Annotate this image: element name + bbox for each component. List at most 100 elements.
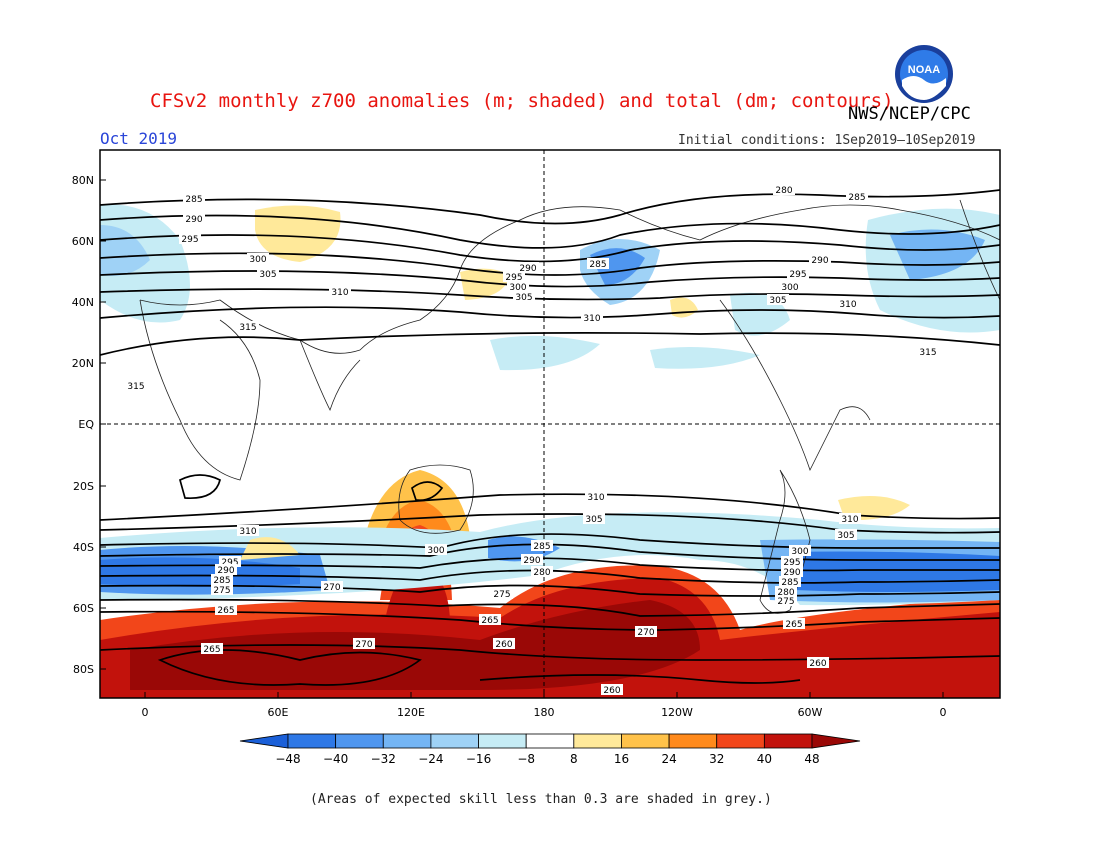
colorbar-label: −8 [517,752,535,766]
svg-text:285: 285 [533,542,550,552]
contour-label: 270 [353,638,375,650]
svg-text:280: 280 [775,186,792,196]
longitude-label: 180 [534,706,555,719]
contour-label: 295 [219,556,241,568]
latitude-label: 40S [73,541,94,554]
colorbar-label: −40 [323,752,348,766]
svg-text:315: 315 [127,382,144,392]
contour-label: 305 [583,513,605,525]
svg-text:315: 315 [239,323,256,333]
contour-label: 310 [839,513,861,525]
colorbar-label: −48 [275,752,300,766]
svg-text:310: 310 [239,527,256,537]
colorbar-swatch [478,733,527,749]
colorbar-label: 24 [661,752,676,766]
svg-text:290: 290 [519,264,536,274]
contour-label: 295 [503,271,525,283]
longitude-label: 60E [268,706,289,719]
longitude-label: 0 [142,706,149,719]
svg-text:305: 305 [837,531,854,541]
colorbar-swatch [668,733,718,749]
contour-label: 295 [179,233,201,245]
svg-text:260: 260 [603,686,620,696]
contour-label: 275 [491,588,513,600]
colorbar-swatch [716,733,765,749]
agency-label: NWS/NCEP/CPC [848,104,971,124]
latitude-label: 80N [72,174,94,187]
contour-label: 290 [781,566,803,578]
contour-label: 310 [585,491,607,503]
contour-label: 280 [775,586,797,598]
latitude-ticks: 80N 60N 40N 20N EQ 20S 40S 60S 80S [72,174,106,676]
contour-label: 310 [329,286,351,298]
svg-text:295: 295 [505,273,522,283]
contour-label: 285 [846,191,868,203]
svg-text:260: 260 [495,640,512,650]
contour-label: 305 [767,294,789,306]
contour-label: 290 [183,213,205,225]
contour-label: 290 [809,254,831,266]
logo-text: NOAA [908,64,940,76]
longitude-label: 120W [661,706,693,719]
colorbar-swatch [287,733,337,749]
contour-label: 265 [783,618,805,630]
svg-text:295: 295 [789,270,806,280]
contour-label: 305 [835,529,857,541]
colorbar-swatch [335,733,384,749]
svg-text:300: 300 [791,547,808,557]
contour-label: 270 [635,626,657,638]
contour-label: 290 [521,554,543,566]
longitude-label: 0 [940,706,947,719]
colorbar-swatch [382,733,432,749]
svg-text:310: 310 [331,288,348,298]
svg-text:305: 305 [515,293,532,303]
svg-text:295: 295 [221,558,238,568]
svg-text:290: 290 [783,568,800,578]
latitude-label: 60N [72,235,94,248]
colorbar-label: 16 [614,752,629,766]
svg-text:285: 285 [185,195,202,205]
contour-label: 300 [789,545,811,557]
colorbar-label: 40 [757,752,772,766]
contour-label: 285 [531,540,553,552]
colorbar-swatch [763,733,813,749]
contour-label: 300 [779,281,801,293]
noaa-logo-icon: NOAA [895,45,953,103]
svg-text:285: 285 [589,260,606,270]
svg-text:275: 275 [777,597,794,607]
contour-label: 300 [507,281,529,293]
svg-text:305: 305 [769,296,786,306]
latitude-label: 20N [72,357,94,370]
svg-text:310: 310 [841,515,858,525]
contour-label: 310 [581,312,603,324]
svg-text:315: 315 [919,348,936,358]
contour-label: 305 [513,291,535,303]
contour-label: 310 [837,298,859,310]
forecast-month: Oct 2019 [100,129,178,148]
colorbar-swatch [525,733,575,749]
svg-text:290: 290 [217,566,234,576]
contour-label: 315 [917,346,939,358]
contour-label: 260 [493,638,515,650]
svg-text:310: 310 [587,493,604,503]
latitude-label: 20S [73,480,94,493]
svg-text:310: 310 [583,314,600,324]
svg-text:270: 270 [355,640,372,650]
contour-label: 315 [125,380,147,392]
colorbar-label: −32 [371,752,396,766]
colorbar-label: 32 [709,752,724,766]
contour-label: 295 [787,268,809,280]
colorbar-swatch [573,733,622,749]
svg-text:265: 265 [785,620,802,630]
svg-text:290: 290 [811,256,828,266]
longitude-ticks: 0 60E 120E 180 120W 60W 0 [142,692,947,719]
contour-label: 300 [247,253,269,265]
contour-label: 265 [201,643,223,655]
colorbar-swatch [430,733,479,749]
height-contours [100,189,1000,686]
svg-text:280: 280 [533,568,550,578]
latitude-label: 40N [72,296,94,309]
initial-conditions: Initial conditions: 1Sep2019–10Sep2019 [678,133,976,148]
svg-text:305: 305 [259,270,276,280]
